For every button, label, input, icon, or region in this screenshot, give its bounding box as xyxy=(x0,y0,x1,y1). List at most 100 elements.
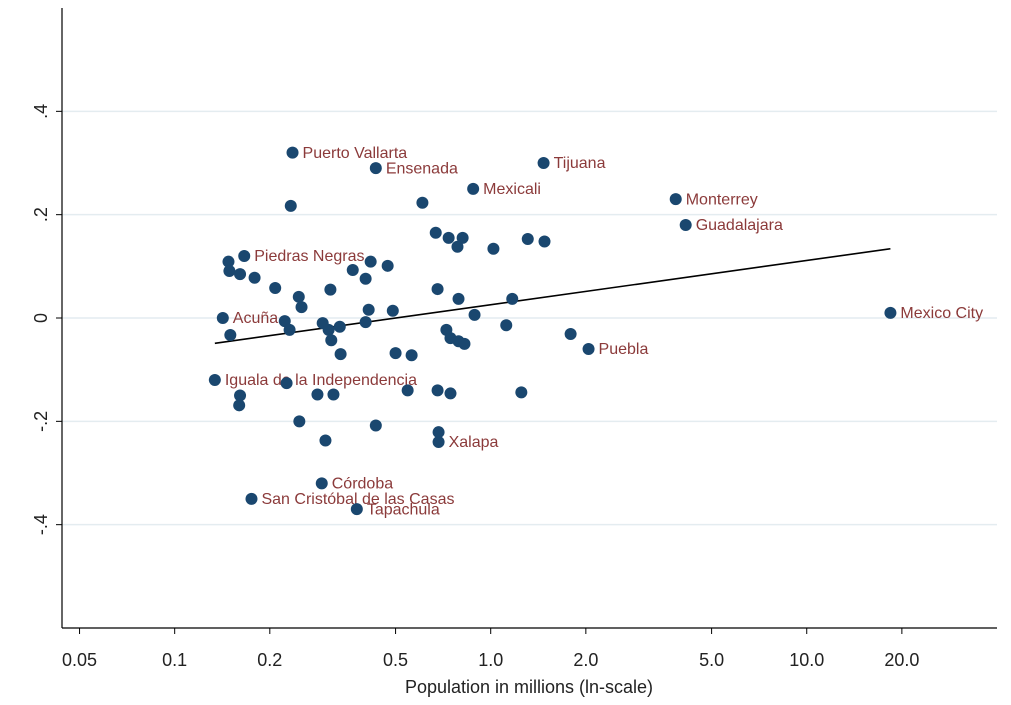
point xyxy=(293,415,306,428)
point xyxy=(468,308,481,321)
x-tick-label: 0.05 xyxy=(62,650,97,670)
point xyxy=(515,386,528,399)
point xyxy=(359,316,372,329)
point xyxy=(431,384,444,397)
point-label: Monterrey xyxy=(686,191,758,208)
y-tick-label: 0 xyxy=(31,313,51,323)
point-label: Xalapa xyxy=(449,434,499,451)
point xyxy=(333,320,346,333)
point xyxy=(431,283,444,296)
point-label: Mexico City xyxy=(900,305,983,322)
point xyxy=(451,240,464,253)
x-tick-label: 0.5 xyxy=(383,650,408,670)
point xyxy=(324,283,337,296)
point xyxy=(346,263,359,276)
point-label: San Cristóbal de las Casas xyxy=(261,491,454,508)
y-tick-label: -.4 xyxy=(31,514,51,535)
point xyxy=(359,272,372,285)
point xyxy=(238,250,251,262)
x-tick-label: 10.0 xyxy=(789,650,824,670)
point xyxy=(884,306,897,319)
point xyxy=(224,329,237,342)
point xyxy=(292,290,305,303)
point xyxy=(500,319,513,332)
point xyxy=(223,264,236,277)
point xyxy=(679,219,692,231)
point xyxy=(278,315,291,328)
point xyxy=(233,399,246,412)
point xyxy=(506,292,519,305)
point xyxy=(537,157,550,169)
point xyxy=(315,477,328,490)
point xyxy=(208,374,221,386)
point xyxy=(286,146,299,159)
point xyxy=(280,377,293,390)
point xyxy=(216,312,229,324)
point xyxy=(432,436,445,448)
point xyxy=(319,434,332,447)
point-label: Piedras Negras xyxy=(254,248,364,265)
point xyxy=(444,387,457,400)
point xyxy=(362,303,375,316)
point xyxy=(222,255,235,268)
point xyxy=(381,259,394,272)
point xyxy=(401,384,414,397)
point-label: Puerto Vallarta xyxy=(303,145,408,162)
point-label: Guadalajara xyxy=(696,217,783,234)
x-tick-label: 0.2 xyxy=(257,650,282,670)
y-tick-label: .4 xyxy=(31,104,51,119)
point xyxy=(458,337,471,350)
point xyxy=(442,231,455,244)
point xyxy=(432,426,445,439)
point xyxy=(334,348,347,361)
point xyxy=(487,242,500,255)
point xyxy=(245,492,258,505)
point xyxy=(327,388,340,401)
point xyxy=(386,304,399,317)
point xyxy=(416,196,429,209)
point xyxy=(234,268,247,281)
point xyxy=(269,282,282,295)
point xyxy=(322,323,335,336)
point xyxy=(405,349,418,362)
point xyxy=(669,193,682,206)
point-label: Puebla xyxy=(599,341,649,358)
point-label: Tapachula xyxy=(367,501,440,518)
point xyxy=(284,199,297,212)
point xyxy=(538,235,551,248)
point-label: Acuña xyxy=(233,310,278,327)
point xyxy=(452,292,465,305)
point-label: Iguala de la Independencia xyxy=(225,372,417,389)
point-label: Tijuana xyxy=(554,155,606,172)
point-label: Mexicali xyxy=(483,181,541,198)
y-tick-label: -.2 xyxy=(31,411,51,432)
x-tick-label: 20.0 xyxy=(884,650,919,670)
x-tick-label: 0.1 xyxy=(162,650,187,670)
point xyxy=(311,388,324,401)
point xyxy=(234,389,247,402)
point xyxy=(369,162,382,175)
point xyxy=(456,231,469,244)
point xyxy=(350,503,363,516)
point xyxy=(582,343,595,355)
point xyxy=(467,182,480,195)
point xyxy=(364,255,377,268)
point xyxy=(283,323,296,336)
x-tick-label: 5.0 xyxy=(699,650,724,670)
point xyxy=(369,419,382,432)
point xyxy=(389,347,402,360)
y-tick-label: .2 xyxy=(31,207,51,222)
point xyxy=(295,301,308,314)
x-tick-label: 2.0 xyxy=(573,650,598,670)
point-label: Córdoba xyxy=(332,476,393,493)
point xyxy=(248,271,261,284)
x-tick-label: 1.0 xyxy=(478,650,503,670)
point-label: Ensenada xyxy=(386,160,458,177)
point xyxy=(429,226,442,239)
point xyxy=(521,232,534,245)
point xyxy=(564,328,577,341)
x-axis-title: Population in millions (ln-scale) xyxy=(405,677,653,697)
point xyxy=(325,334,338,347)
